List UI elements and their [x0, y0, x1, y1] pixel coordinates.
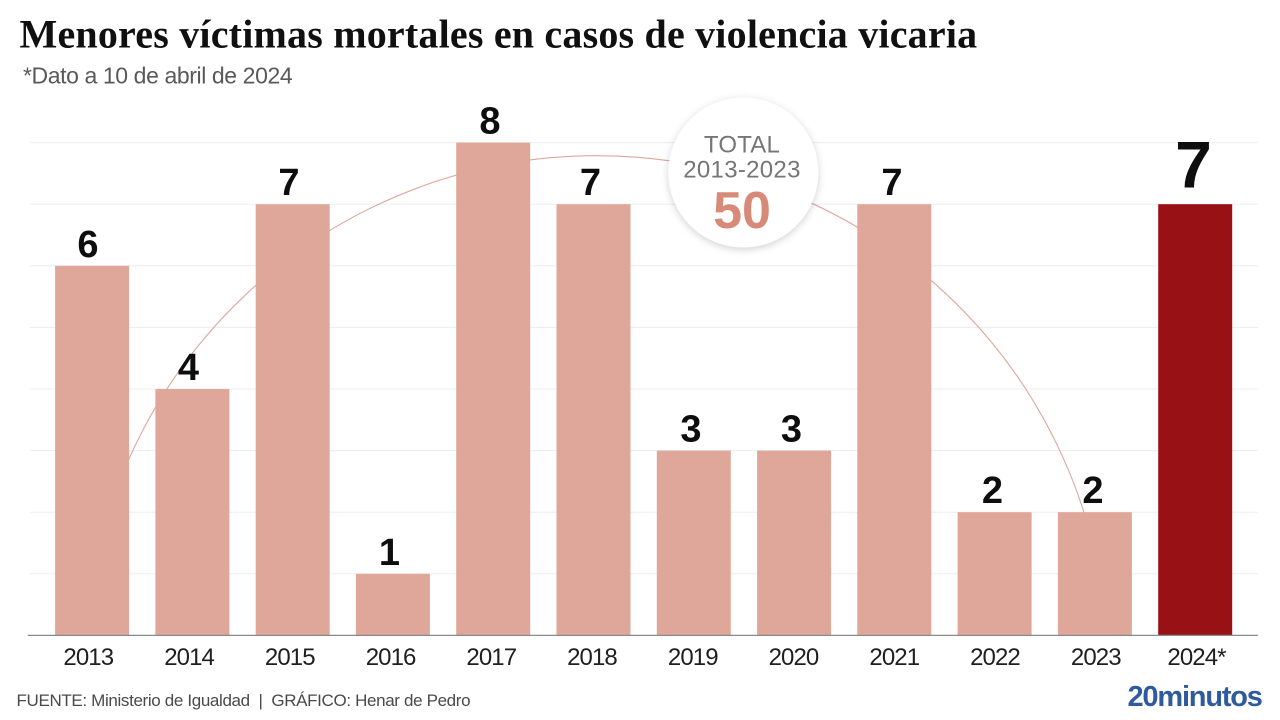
svg-text:2013-2023: 2013-2023: [683, 156, 800, 183]
svg-text:7: 7: [881, 162, 902, 204]
svg-text:2019: 2019: [668, 644, 718, 671]
svg-text:2013: 2013: [63, 644, 113, 671]
svg-text:8: 8: [479, 101, 500, 143]
svg-text:50: 50: [713, 182, 771, 240]
svg-text:*Dato a 10 de abril de 2024: *Dato a 10 de abril de 2024: [23, 63, 293, 89]
svg-text:20minutos: 20minutos: [1128, 681, 1262, 713]
svg-text:2020: 2020: [769, 644, 819, 671]
svg-text:2021: 2021: [869, 644, 919, 671]
svg-text:7: 7: [1175, 127, 1212, 201]
svg-text:2: 2: [982, 470, 1003, 512]
svg-text:2018: 2018: [567, 644, 617, 671]
svg-text:7: 7: [278, 162, 299, 204]
svg-text:2015: 2015: [265, 644, 315, 671]
svg-text:2014: 2014: [164, 644, 214, 671]
svg-text:Menores víctimas mortales en c: Menores víctimas mortales en casos de vi…: [20, 12, 978, 57]
svg-text:7: 7: [580, 162, 601, 204]
svg-text:2022: 2022: [970, 644, 1020, 671]
svg-text:TOTAL: TOTAL: [704, 132, 780, 159]
svg-text:FUENTE: Ministerio de Igualdad: FUENTE: Ministerio de Igualdad | GRÁFICO…: [17, 691, 471, 710]
svg-text:3: 3: [781, 409, 802, 451]
svg-text:2023: 2023: [1071, 644, 1121, 671]
svg-text:2016: 2016: [366, 644, 416, 671]
svg-text:4: 4: [178, 347, 199, 389]
svg-text:2017: 2017: [466, 644, 516, 671]
svg-text:2024*: 2024*: [1167, 644, 1226, 671]
svg-text:6: 6: [77, 224, 98, 266]
svg-text:3: 3: [680, 409, 701, 451]
svg-text:1: 1: [379, 532, 400, 574]
svg-text:2: 2: [1082, 470, 1103, 512]
